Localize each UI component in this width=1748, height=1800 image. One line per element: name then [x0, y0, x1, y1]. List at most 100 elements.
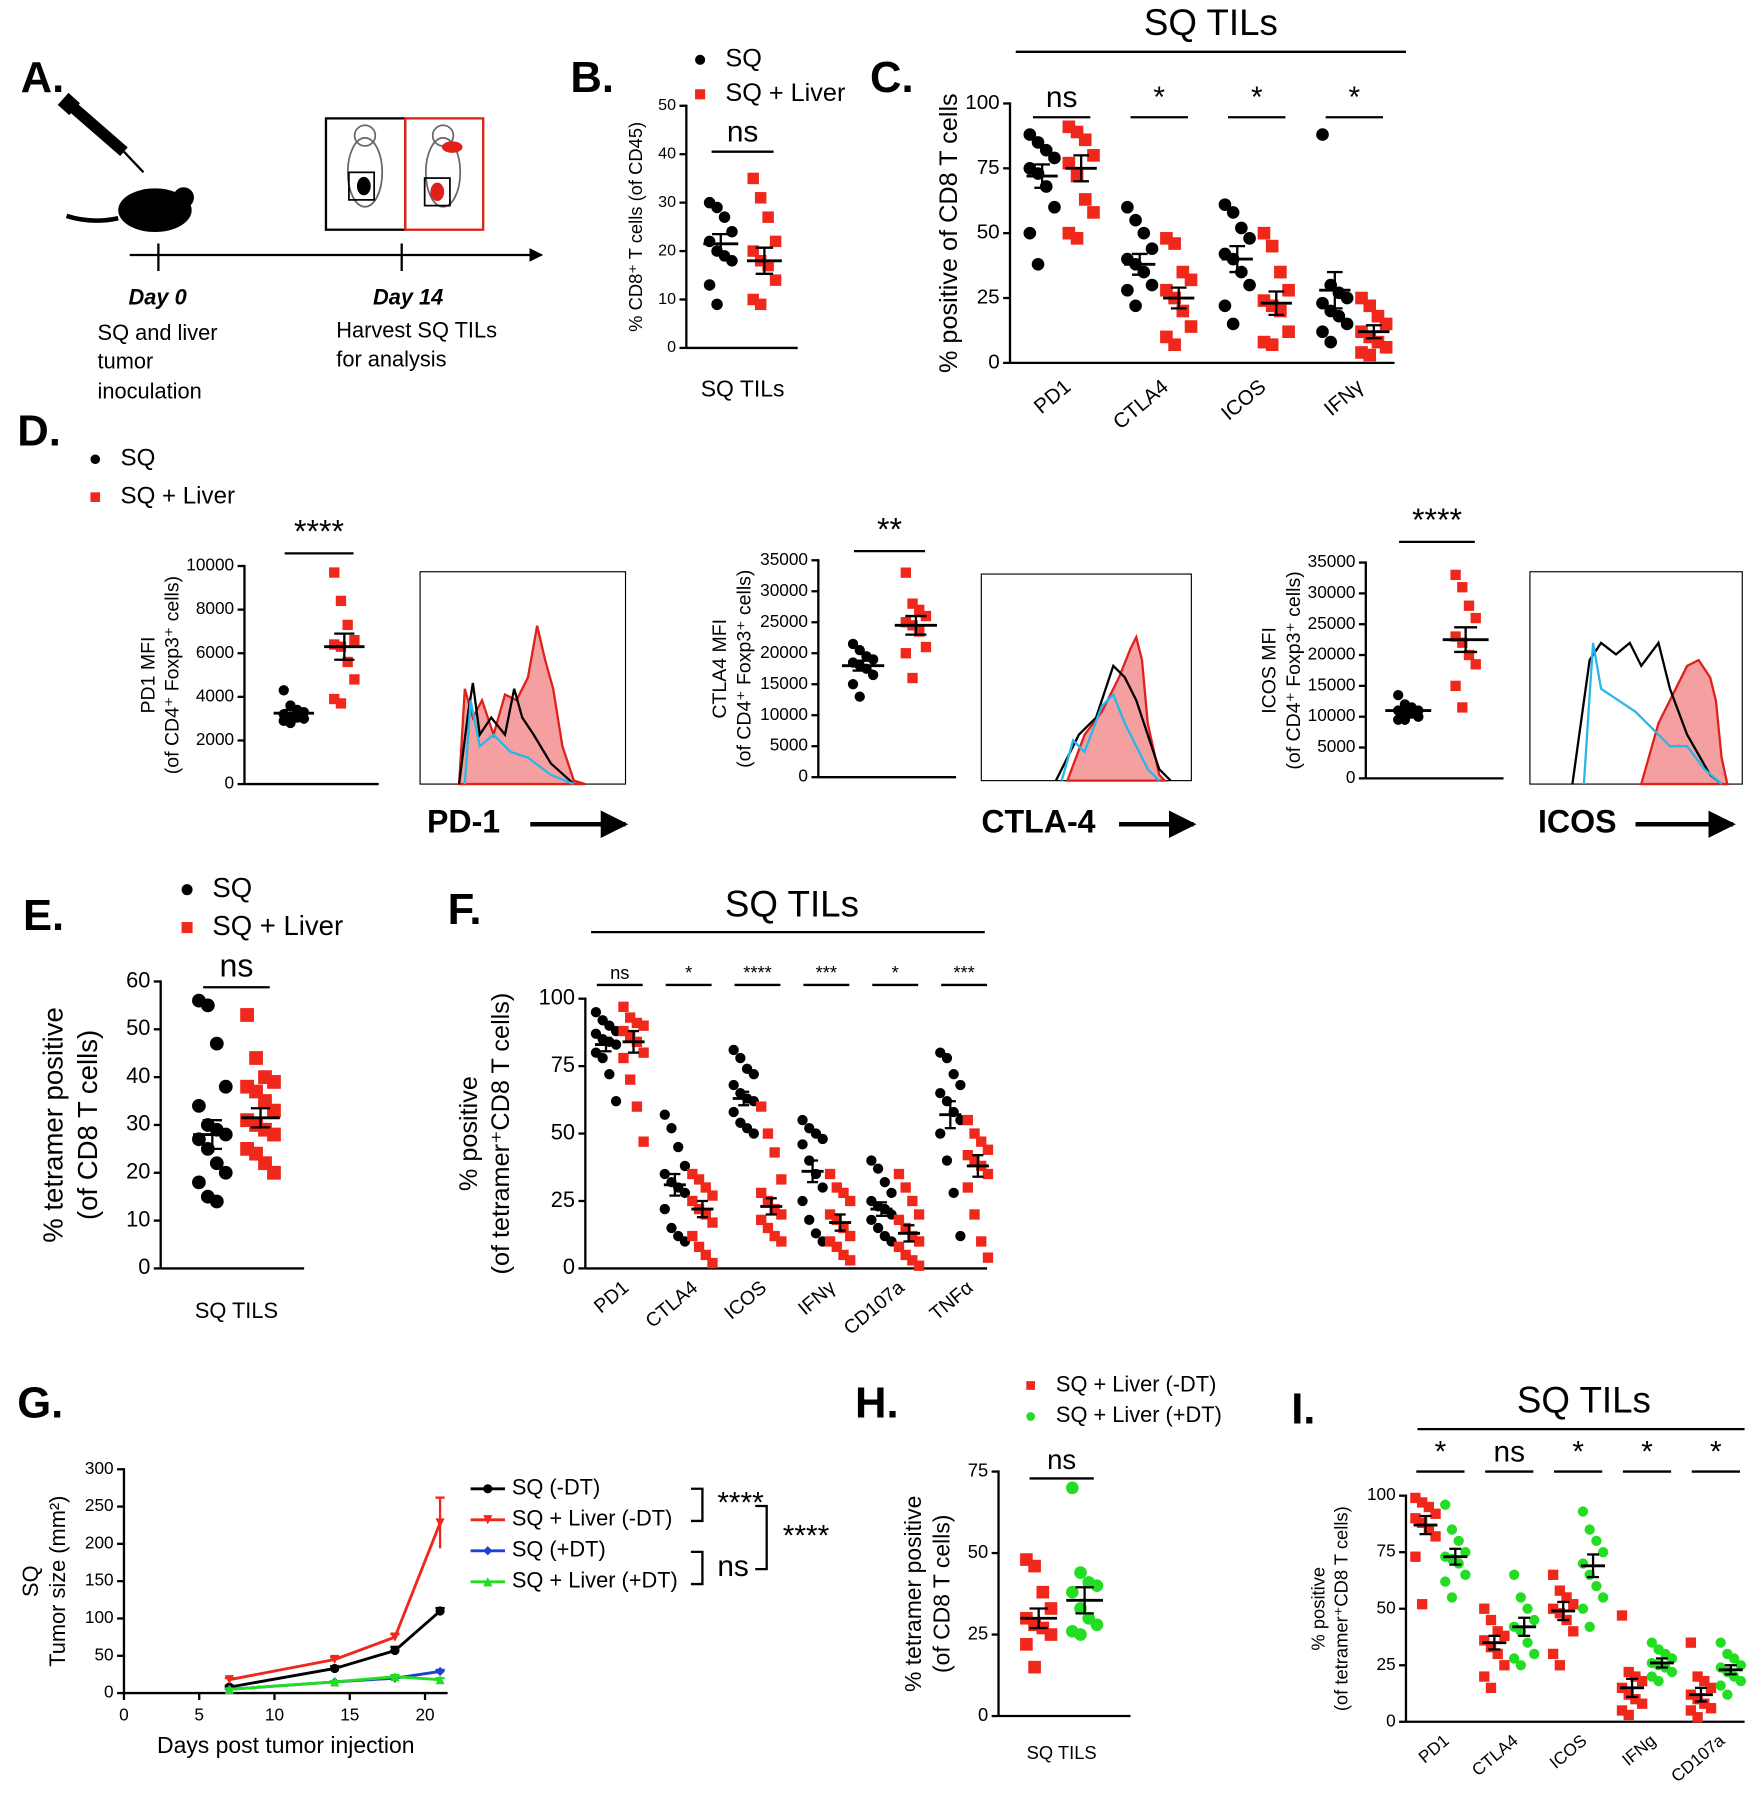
- data-point: [1218, 299, 1232, 313]
- significance-label: *: [1153, 81, 1165, 114]
- significance-label: *: [1435, 1436, 1447, 1469]
- day-label: Day 14: [373, 284, 443, 309]
- x-tick-label: IFNg: [1618, 1730, 1659, 1769]
- data-point: [1692, 1712, 1703, 1723]
- y-axis-label: (of CD4⁺ Foxp3⁺ cells): [162, 576, 184, 774]
- data-point: [192, 1175, 206, 1190]
- data-point: [1410, 1492, 1421, 1504]
- data-point: [1584, 1524, 1595, 1535]
- y-axis-label: % tetramer positive: [37, 1007, 68, 1243]
- data-point: [703, 279, 716, 291]
- data-point: [618, 1001, 629, 1012]
- data-point: [218, 1165, 233, 1180]
- legend-label: SQ + Liver: [121, 483, 235, 510]
- x-tick-label: TNFα: [926, 1277, 978, 1325]
- data-point: [1616, 1705, 1628, 1716]
- data-point: [1623, 1689, 1634, 1700]
- x-tick-label: SQ TILS: [195, 1298, 278, 1323]
- data-point: [1379, 340, 1393, 354]
- data-point: [638, 1020, 649, 1031]
- y-axis-label: (of tetramer⁺CD8 T cells): [1331, 1506, 1352, 1711]
- data-point: [1090, 1579, 1104, 1592]
- data-point: [824, 1236, 836, 1247]
- x-tick-label: ICOS: [1545, 1730, 1590, 1772]
- data-point: [769, 274, 782, 286]
- data-point: [831, 1182, 842, 1193]
- histogram-label: ICOS: [1538, 804, 1617, 840]
- data-point: [1065, 1481, 1079, 1495]
- data-point: [1597, 1547, 1609, 1558]
- significance-label: *: [1572, 1436, 1584, 1469]
- y-tick-label: 10: [126, 1206, 150, 1231]
- x-tick-label: CTLA4: [1109, 375, 1173, 434]
- data-point: [1470, 612, 1481, 624]
- data-point: [756, 1101, 767, 1112]
- comparison-label: ****: [783, 1519, 830, 1552]
- legend-label: SQ (-DT): [512, 1475, 600, 1500]
- data-point: [435, 1518, 445, 1528]
- data-point: [1715, 1637, 1726, 1648]
- histogram: [1529, 571, 1743, 786]
- y-tick-label: 50: [551, 1119, 575, 1144]
- data-point: [920, 641, 932, 653]
- data-point: [209, 1194, 224, 1209]
- data-point: [249, 1051, 263, 1065]
- y-tick-label: 50: [658, 96, 676, 114]
- data-point: [1479, 1603, 1490, 1614]
- data-point: [298, 713, 310, 724]
- y-tick-label: 100: [965, 91, 999, 114]
- data-point: [728, 1106, 739, 1118]
- data-point: [1074, 1566, 1087, 1579]
- data-point: [845, 1230, 856, 1242]
- data-point: [868, 669, 879, 681]
- x-tick-label: SQ TILs: [701, 375, 785, 401]
- data-point: [267, 1103, 281, 1118]
- legend-label: SQ + Liver: [725, 79, 845, 107]
- data-point: [1243, 278, 1256, 292]
- series-line: [229, 1675, 441, 1691]
- y-tick-label: 75: [977, 156, 1000, 179]
- data-point: [1547, 1603, 1559, 1614]
- data-point: [935, 1128, 946, 1139]
- data-point: [1616, 1610, 1628, 1621]
- panel-label: E.: [23, 892, 64, 940]
- data-point: [1547, 1569, 1559, 1580]
- data-point: [1282, 283, 1295, 297]
- tumor-box: [423, 177, 451, 207]
- data-point: [1316, 325, 1329, 339]
- legend-marker: [695, 89, 706, 100]
- data-point: [962, 1149, 973, 1161]
- significance-label: ***: [953, 962, 974, 983]
- y-axis-label: (of CD8 T cells): [72, 1030, 103, 1220]
- data-point: [969, 1209, 980, 1220]
- data-point: [666, 1123, 677, 1134]
- data-point: [804, 1214, 815, 1226]
- data-point: [285, 717, 296, 729]
- data-point: [590, 1007, 602, 1018]
- data-point: [1728, 1653, 1740, 1664]
- data-point: [1332, 309, 1346, 323]
- legend-label: SQ (+DT): [512, 1537, 606, 1562]
- data-point: [797, 1114, 808, 1126]
- significance-label: *: [1641, 1436, 1653, 1469]
- x-tick-label: IFNγ: [1320, 375, 1369, 421]
- data-point: [679, 1160, 691, 1172]
- y-tick-label: 10: [658, 290, 676, 308]
- data-point: [1499, 1660, 1510, 1671]
- y-tick-label: 25: [977, 285, 1000, 308]
- histogram-label: PD-1: [427, 804, 500, 840]
- data-point: [893, 1168, 905, 1180]
- y-tick-label: 20000: [760, 642, 808, 662]
- y-tick-label: 40: [658, 144, 676, 162]
- y-tick-label: 20: [126, 1159, 150, 1184]
- legend-marker: [1026, 1381, 1036, 1390]
- data-point: [638, 1047, 649, 1058]
- data-point: [329, 639, 340, 650]
- chart-title: SQ TILs: [1517, 1379, 1651, 1420]
- data-point: [1636, 1675, 1648, 1687]
- day-label: Day 0: [129, 284, 187, 309]
- x-tick-label: ICOS: [1217, 375, 1270, 425]
- data-point: [1129, 299, 1142, 313]
- mouse-box: [324, 117, 407, 231]
- legend-label: SQ + Liver: [212, 910, 343, 941]
